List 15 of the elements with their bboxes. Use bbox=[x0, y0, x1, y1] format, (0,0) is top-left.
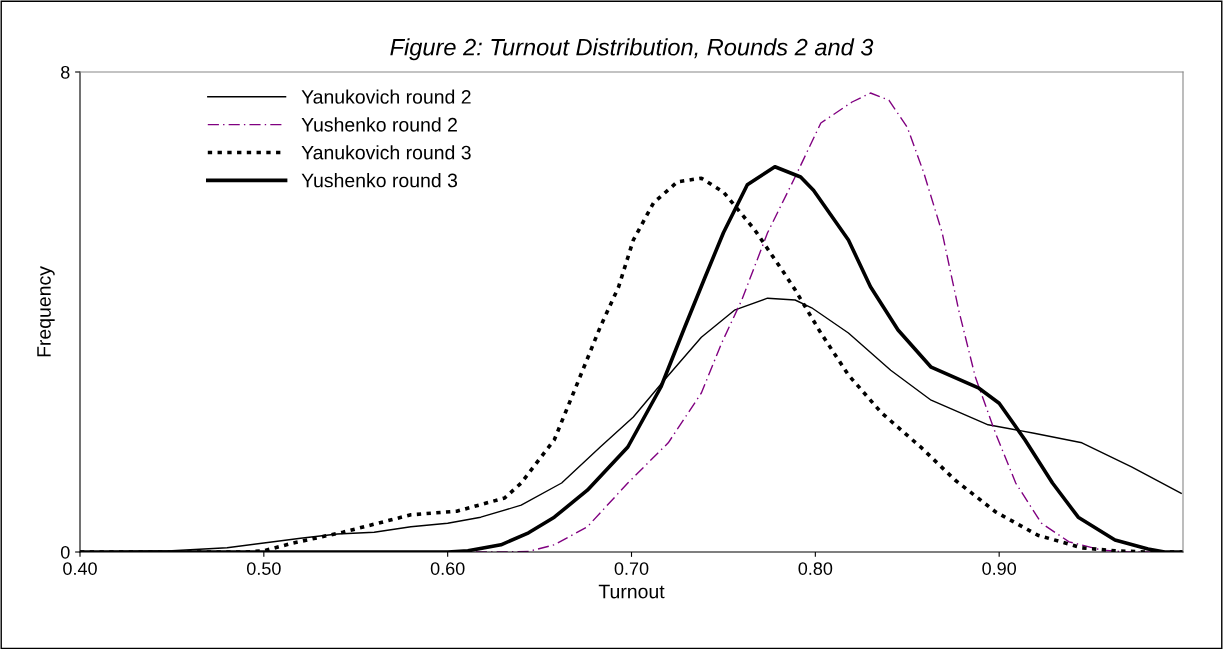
x-tick-label: 0.40 bbox=[63, 562, 97, 575]
x-axis-title: Turnout bbox=[598, 584, 665, 599]
x-tick-label: 0.80 bbox=[798, 562, 833, 575]
x-tick-label: 0.60 bbox=[430, 562, 465, 575]
x-tick-label: 0.50 bbox=[246, 562, 281, 575]
y-axis-title: Frequency bbox=[37, 266, 55, 357]
legend-label: Yushenko round 3 bbox=[301, 173, 458, 188]
legend-label: Yushenko round 2 bbox=[301, 117, 457, 132]
legend-label: Yanukovich round 2 bbox=[301, 89, 471, 104]
legend-label: Yanukovich round 3 bbox=[301, 145, 471, 160]
y-tick-label: 0 bbox=[60, 545, 70, 559]
x-tick-label: 0.90 bbox=[982, 562, 1017, 575]
x-tick-label: 0.70 bbox=[614, 562, 649, 575]
y-tick-label: 8 bbox=[61, 65, 70, 79]
chart-title: Figure 2: Turnout Distribution, Rounds 2 and 3 bbox=[390, 38, 874, 61]
